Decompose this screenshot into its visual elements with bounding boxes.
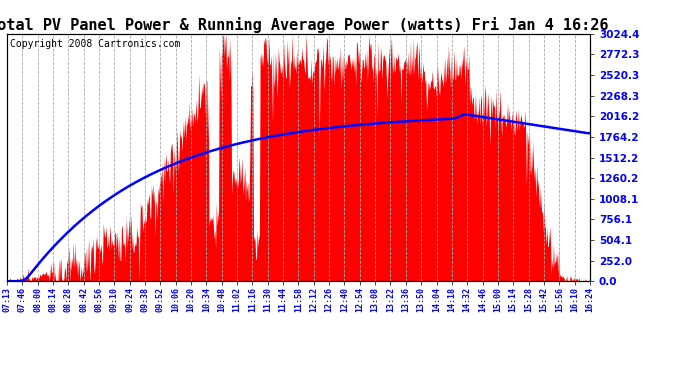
Title: Total PV Panel Power & Running Average Power (watts) Fri Jan 4 16:26: Total PV Panel Power & Running Average P… [0, 16, 609, 33]
Text: Copyright 2008 Cartronics.com: Copyright 2008 Cartronics.com [10, 39, 180, 49]
